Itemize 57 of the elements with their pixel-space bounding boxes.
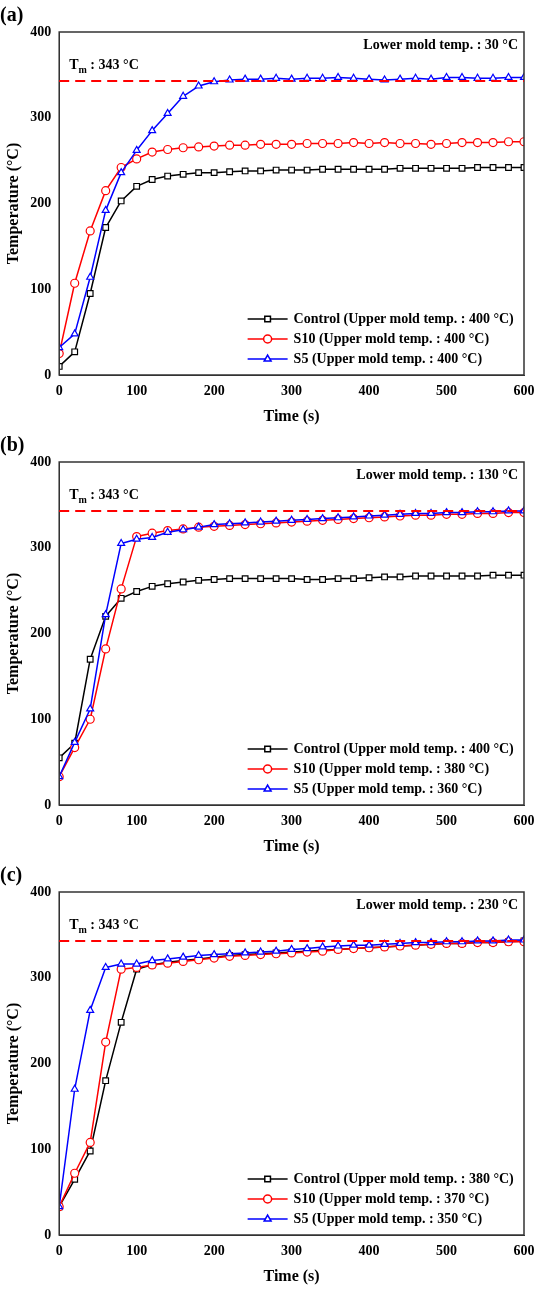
y-tick-label: 100 [30,280,52,296]
x-tick-label: 600 [513,1243,535,1259]
x-axis-title: Time (s) [263,1266,320,1285]
x-tick-label: 0 [55,383,63,399]
y-axis-title: Temperature (°C) [3,572,22,695]
chart-title: (b) [0,433,25,457]
y-tick-label: 300 [30,109,52,125]
x-tick-label: 200 [203,1243,225,1259]
legend-label: Control (Upper mold temp. : 400 °C) [293,740,515,757]
chart-title: (a) [0,3,24,27]
x-tick-label: 500 [436,1243,458,1259]
x-tick-label: 300 [281,813,303,829]
x-tick-label: 300 [281,383,303,399]
x-tick-label: 500 [436,813,458,829]
x-axis-title: Time (s) [263,406,320,425]
annotation: Lower mold temp. : 130 °C [356,466,518,482]
legend-label: S10 (Upper mold temp. : 400 °C) [293,330,490,347]
y-tick-label: 200 [30,195,52,211]
x-tick-label: 400 [358,1243,380,1259]
y-tick-label: 100 [30,710,52,726]
x-tick-label: 600 [513,383,535,399]
y-tick-label: 300 [30,539,52,555]
legend-label: S5 (Upper mold temp. : 400 °C) [293,350,483,367]
y-tick-label: 400 [30,883,52,899]
y-tick-label: 200 [30,1055,52,1071]
x-tick-label: 0 [55,1243,63,1259]
y-tick-label: 400 [30,23,52,39]
y-axis-title: Temperature (°C) [3,142,22,265]
chart-title: (c) [0,863,23,887]
x-tick-label: 400 [358,813,380,829]
y-tick-label: 300 [30,969,52,985]
x-tick-label: 200 [203,383,225,399]
y-tick-label: 0 [44,366,52,382]
x-tick-label: 100 [126,383,148,399]
legend-label: S5 (Upper mold temp. : 360 °C) [293,780,483,797]
annotation: Lower mold temp. : 30 °C [363,36,518,52]
x-tick-label: 500 [436,383,458,399]
y-tick-label: 100 [30,1140,52,1156]
x-tick-label: 600 [513,813,535,829]
y-tick-label: 400 [30,453,52,469]
x-axis-title: Time (s) [263,836,320,855]
legend-label: S5 (Upper mold temp. : 350 °C) [293,1210,483,1227]
legend-label: Control (Upper mold temp. : 400 °C) [293,310,515,327]
legend-label: Control (Upper mold temp. : 380 °C) [293,1170,515,1187]
y-tick-label: 0 [44,1226,52,1242]
x-tick-label: 100 [126,1243,148,1259]
annotation: Lower mold temp. : 230 °C [356,896,518,912]
x-tick-label: 0 [55,813,63,829]
x-tick-label: 200 [203,813,225,829]
y-axis-title: Temperature (°C) [3,1002,22,1125]
y-tick-label: 0 [44,796,52,812]
x-tick-label: 400 [358,383,380,399]
legend-label: S10 (Upper mold temp. : 380 °C) [293,760,490,777]
y-tick-label: 200 [30,625,52,641]
x-tick-label: 100 [126,813,148,829]
legend-label: S10 (Upper mold temp. : 370 °C) [293,1190,490,1207]
x-tick-label: 300 [281,1243,303,1259]
